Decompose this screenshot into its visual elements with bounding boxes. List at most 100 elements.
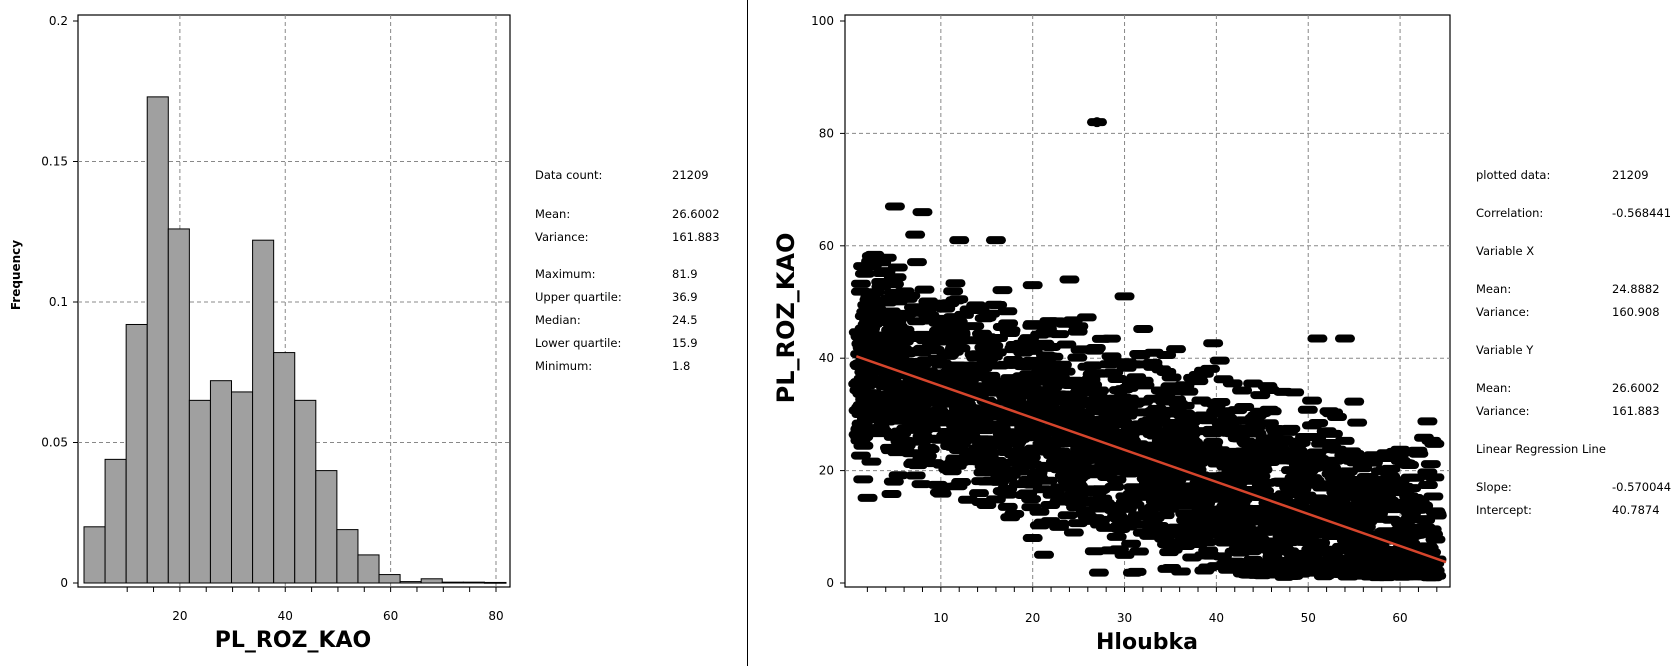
histogram-bar xyxy=(336,529,359,584)
scatter-point xyxy=(1225,557,1246,566)
scatter-point xyxy=(1190,474,1211,483)
scatter-point xyxy=(1123,360,1144,369)
scatter-point xyxy=(988,334,1009,343)
scatter-point xyxy=(1423,530,1444,539)
stat-value: 161.883 xyxy=(672,230,720,244)
scatter-point xyxy=(1417,481,1438,490)
x-tick-label: 10 xyxy=(933,611,948,625)
scatter-point xyxy=(1091,117,1102,128)
scatter-points xyxy=(848,117,1447,582)
scatter-point xyxy=(1160,382,1181,391)
x-tick-label: 60 xyxy=(383,609,398,623)
scatter-point xyxy=(971,498,992,507)
stat-value: 1.8 xyxy=(672,359,691,373)
scatter-point xyxy=(1022,534,1043,543)
y-tick-label: 0.05 xyxy=(41,436,68,450)
scatter-point xyxy=(1106,475,1127,484)
stat-label: Variance: xyxy=(535,230,589,244)
stat-value: 24.8882 xyxy=(1612,282,1660,296)
scatter-point xyxy=(932,460,953,469)
scatter-point xyxy=(1251,480,1272,489)
histogram-bar xyxy=(483,581,507,584)
stat-label: Median: xyxy=(535,313,581,327)
scatter-point xyxy=(1337,482,1358,491)
scatter-point xyxy=(1232,386,1253,395)
scatter-point xyxy=(1082,370,1103,379)
scatter-point xyxy=(848,379,869,388)
scatter-point xyxy=(1404,494,1425,503)
scatter-point xyxy=(936,431,957,440)
histogram-bar xyxy=(125,323,148,584)
scatter-point xyxy=(1213,375,1234,384)
scatter-point xyxy=(963,421,984,430)
scatter-point xyxy=(1121,539,1142,548)
stat-label: Correlation: xyxy=(1476,206,1544,220)
scatter-point xyxy=(1176,516,1197,525)
scatter-point xyxy=(1118,420,1139,429)
scatter-point xyxy=(1200,551,1221,560)
scatter-point xyxy=(1423,492,1444,501)
scatter-point xyxy=(1067,353,1088,362)
y-tick-label: 0.2 xyxy=(49,14,68,28)
histogram-bar xyxy=(462,581,485,584)
scatter-point xyxy=(1226,461,1247,470)
scatter-point xyxy=(1297,405,1318,414)
scatter-point xyxy=(866,354,887,363)
scatter-point xyxy=(1114,385,1135,394)
scatter-point xyxy=(917,398,938,407)
histogram-chart: 0 0.05 0.1 0.15 0.2 20 40 60 80 Frequency PL_ROZ… xyxy=(9,14,511,653)
scatter-point xyxy=(1048,522,1069,531)
scatter-point xyxy=(1299,559,1320,568)
scatter-point xyxy=(1376,490,1397,499)
scatter-point xyxy=(1179,413,1200,422)
scatter-point xyxy=(1191,396,1212,405)
scatter-point xyxy=(898,333,919,342)
scatter-chart: 0 20 40 60 80 100 10 20 30 40 50 60 PL_ROZ_KAO Hlou… xyxy=(772,14,1451,655)
scatter-point xyxy=(1426,511,1447,520)
stat-label: Linear Regression Line xyxy=(1476,442,1606,456)
scatter-point xyxy=(1065,466,1086,475)
scatter-point xyxy=(1126,427,1147,436)
scatter-point xyxy=(952,369,973,378)
scatter-point xyxy=(1082,514,1103,523)
x-tick-label: 40 xyxy=(1209,611,1224,625)
scatter-point xyxy=(1065,475,1086,484)
x-tick-label: 50 xyxy=(1301,611,1316,625)
scatter-point xyxy=(1106,532,1127,541)
scatter-point xyxy=(1347,418,1368,427)
scatter-point xyxy=(973,452,994,461)
scatter-point xyxy=(976,410,997,419)
scatter-point xyxy=(1160,455,1181,464)
scatter-point xyxy=(1014,491,1035,500)
scatter-point xyxy=(1327,445,1348,454)
scatter-point xyxy=(1344,550,1365,559)
scatter-point xyxy=(1414,433,1435,442)
scatter-point xyxy=(1076,506,1097,515)
stat-label: Slope: xyxy=(1476,480,1512,494)
stat-label: Upper quartile: xyxy=(535,290,622,304)
y-tick-label: 0.1 xyxy=(49,295,68,309)
scatter-point xyxy=(1177,526,1198,535)
scatter-point xyxy=(1260,457,1281,466)
scatter-point xyxy=(857,493,878,502)
scatter-point xyxy=(1255,527,1276,536)
scatter-point xyxy=(1306,455,1327,464)
scatter-point xyxy=(1057,511,1078,520)
stat-value: 15.9 xyxy=(672,336,698,350)
scatter-point xyxy=(850,279,871,288)
stat-label: Variance: xyxy=(1476,404,1530,418)
scatter-point xyxy=(956,361,977,370)
scatter-point xyxy=(1382,505,1403,514)
scatter-point xyxy=(1245,467,1266,476)
scatter-point xyxy=(1243,379,1264,388)
scatter-point xyxy=(1413,501,1434,510)
scatter-point xyxy=(905,364,926,373)
scatter-point xyxy=(1039,317,1060,326)
scatter-point xyxy=(1189,427,1210,436)
scatter-point xyxy=(968,489,989,498)
scatter-point xyxy=(947,317,968,326)
scatter-point xyxy=(1280,424,1301,433)
scatter-point xyxy=(1283,456,1304,465)
stat-value: 161.883 xyxy=(1612,404,1660,418)
scatter-point xyxy=(912,432,933,441)
